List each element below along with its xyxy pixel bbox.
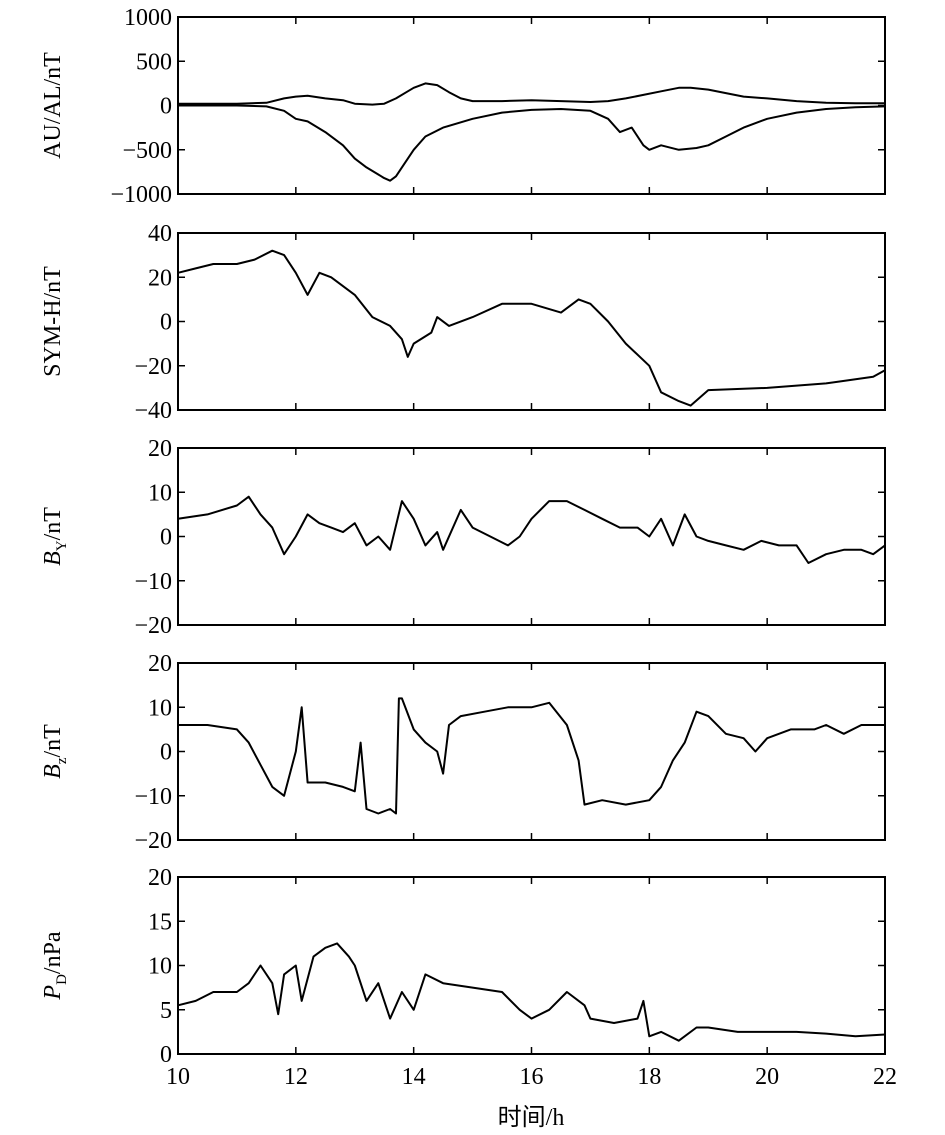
y-axis-title: Bz/nT — [40, 724, 70, 779]
y-tick-label: −20 — [134, 354, 172, 380]
y-tick-label: 0 — [160, 1042, 172, 1068]
series-line-1 — [177, 495, 886, 564]
y-tick-label: 10 — [148, 695, 172, 721]
y-tick-label: −10 — [134, 569, 172, 595]
y-axis-title: BY/nT — [40, 507, 70, 566]
y-tick-label: −500 — [122, 138, 172, 164]
series-line-1 — [177, 249, 886, 407]
panel-frame — [177, 876, 886, 1055]
panel-2: −40 −20 0 20 40 SYM-H/nT — [40, 221, 886, 424]
x-tick-label: 14 — [402, 1064, 426, 1090]
panel-3: −20 −10 0 10 20 BY/nT — [40, 436, 886, 639]
panel-4: −20 −10 0 10 20 Bz/nT — [40, 651, 886, 854]
series-line-1 — [178, 697, 885, 815]
y-tick-label: 0 — [160, 94, 172, 120]
series-line-1 — [177, 942, 886, 1042]
y-axis-title-sub: z — [54, 757, 70, 764]
y-axis-title-main: B — [40, 551, 66, 566]
panel-frame — [177, 232, 886, 411]
y-tick-label: 20 — [148, 865, 172, 891]
y-axis-title: PD/nPa — [40, 931, 70, 1001]
y-tick-label: 10 — [148, 954, 172, 980]
y-axis-title: AU/AL/nT — [40, 52, 66, 159]
panel-frame — [177, 662, 886, 841]
y-axis-title-unit: /nPa — [40, 931, 66, 974]
y-axis-title-unit: /nT — [40, 507, 66, 541]
y-tick-label: 20 — [148, 265, 172, 291]
x-tick-label: 10 — [166, 1064, 190, 1090]
y-tick-label: 0 — [160, 740, 172, 766]
x-tick-label: 22 — [873, 1064, 897, 1090]
panel-frame — [177, 447, 886, 626]
series-line-1 — [178, 82, 885, 106]
y-tick-label: 10 — [148, 480, 172, 506]
y-axis-title-main: B — [40, 764, 66, 779]
y-axis-title-sub: D — [54, 974, 70, 985]
x-axis-title: 时间/h — [498, 1104, 565, 1131]
panel-frame — [177, 16, 886, 195]
panel-5: 0 5 10 15 20 10 12 14 16 18 20 22 PD/nPa — [40, 865, 897, 1090]
y-tick-label: 15 — [148, 909, 172, 935]
y-tick-label: 0 — [160, 525, 172, 551]
panel-1: −1000 −500 0 500 1000 AU/AL/nT — [40, 5, 886, 208]
y-tick-label: 500 — [136, 49, 172, 75]
y-tick-label: 5 — [160, 998, 172, 1024]
y-axis-title-sub: Y — [54, 540, 70, 551]
x-tick-label: 16 — [520, 1064, 544, 1090]
y-tick-label: −20 — [134, 613, 172, 639]
y-tick-label: −1000 — [110, 182, 172, 208]
y-tick-label: 40 — [148, 221, 172, 247]
y-axis-title-unit: /nT — [40, 724, 66, 758]
x-tick-label: 12 — [284, 1064, 308, 1090]
x-tick-label: 18 — [637, 1064, 661, 1090]
series-line-2 — [178, 104, 886, 182]
y-axis-title-main: P — [40, 985, 66, 1001]
y-tick-label: 20 — [148, 436, 172, 462]
y-tick-label: −20 — [134, 828, 172, 854]
y-tick-label: 1000 — [124, 5, 172, 31]
x-tick-label: 20 — [755, 1064, 779, 1090]
y-tick-label: 0 — [160, 310, 172, 336]
y-tick-label: 20 — [148, 651, 172, 677]
y-tick-label: −10 — [134, 784, 172, 810]
y-tick-label: −40 — [134, 398, 172, 424]
y-axis-title: SYM-H/nT — [40, 266, 66, 377]
